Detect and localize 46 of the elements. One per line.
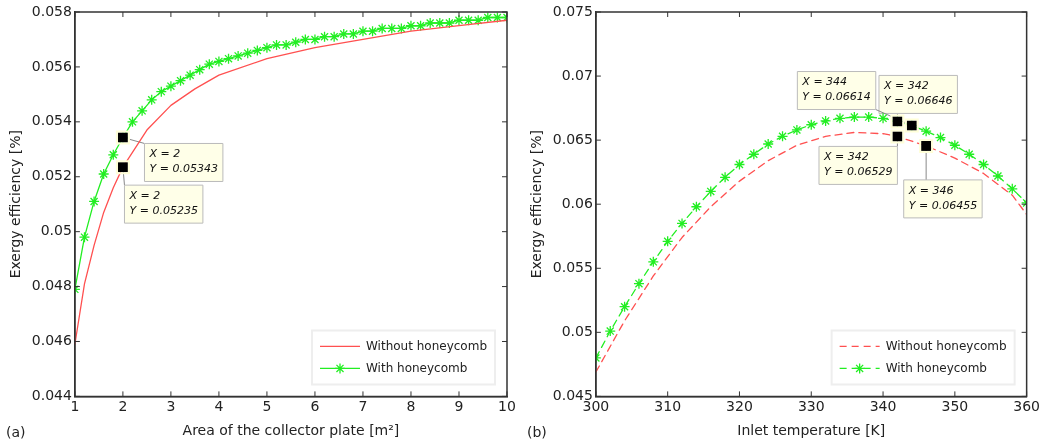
x-tick-label: 2 xyxy=(118,398,128,415)
legend-label: With honeycomb xyxy=(366,360,468,375)
x-tick-label: 350 xyxy=(941,398,969,415)
x-tick-label: 320 xyxy=(726,398,753,415)
x-axis-title: Inlet temperature [K] xyxy=(737,422,886,439)
x-tick-label: 340 xyxy=(869,398,897,415)
x-tick-label: 8 xyxy=(406,398,416,415)
x-tick-label: 3 xyxy=(166,398,176,415)
x-tick-label: 330 xyxy=(797,398,825,415)
y-tick-label: 0.058 xyxy=(31,2,72,19)
y-tick-label: 0.044 xyxy=(31,387,72,404)
y-tick-label: 0.048 xyxy=(31,277,72,294)
x-tick-label: 4 xyxy=(214,398,224,415)
annotation: X = 2 Y = 0.05235 xyxy=(128,188,198,217)
annotation: X = 346 Y = 0.06455 xyxy=(907,183,978,212)
y-tick-label: 0.075 xyxy=(552,2,593,19)
legend-label: Without honeycomb xyxy=(366,338,487,353)
y-axis-title: Exergy efficiency [%] xyxy=(7,130,24,279)
y-axis-title: Exergy efficiency [%] xyxy=(528,130,545,279)
y-tick-label: 0.06 xyxy=(561,194,593,211)
text: (a) xyxy=(6,423,26,440)
y-tick-label: 0.05 xyxy=(40,222,72,239)
text: (b) xyxy=(527,423,547,440)
y-tick-label: 0.07 xyxy=(561,66,593,83)
annotation: X = 2 Y = 0.05343 xyxy=(148,147,218,176)
legend-label: With honeycomb xyxy=(885,360,987,375)
x-tick-label: 9 xyxy=(454,398,464,415)
annotation: X = 344 Y = 0.06614 xyxy=(801,75,871,104)
x-tick-label: 10 xyxy=(498,398,516,415)
annotation: X = 342 Y = 0.06646 xyxy=(882,79,953,108)
x-tick-label: 1 xyxy=(70,398,80,415)
x-tick-label: 360 xyxy=(1013,398,1041,415)
x-axis-title: Area of the collector plate [m²] xyxy=(182,422,400,439)
y-tick-label: 0.046 xyxy=(31,332,72,349)
y-tick-label: 0.05 xyxy=(561,322,593,339)
x-tick-label: 310 xyxy=(654,398,682,415)
annotation: X = 342 Y = 0.06529 xyxy=(822,150,893,179)
y-tick-label: 0.056 xyxy=(31,57,72,74)
y-tick-label: 0.054 xyxy=(31,112,72,129)
legend-label: Without honeycomb xyxy=(885,338,1007,353)
y-tick-label: 0.055 xyxy=(552,258,593,275)
x-tick-label: 5 xyxy=(262,398,272,415)
y-tick-label: 0.052 xyxy=(31,167,72,184)
x-tick-label: 6 xyxy=(310,398,320,415)
y-tick-label: 0.065 xyxy=(552,130,593,147)
x-tick-label: 7 xyxy=(358,398,368,415)
